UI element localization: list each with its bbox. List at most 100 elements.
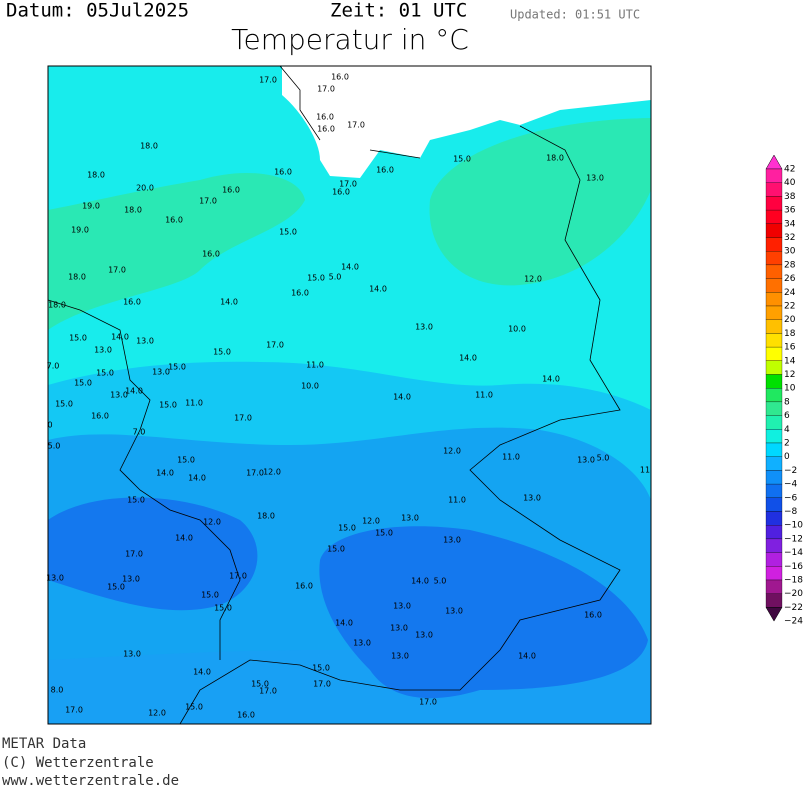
legend-swatch xyxy=(765,209,783,224)
station-value: 11.0 xyxy=(475,391,493,400)
legend-label: 8 xyxy=(784,397,790,407)
station-value: 16.0 xyxy=(291,289,309,298)
station-value: 20.0 xyxy=(136,184,154,193)
station-value: 12.0 xyxy=(203,518,221,527)
station-value: 0 xyxy=(47,421,52,430)
legend-label: 36 xyxy=(784,206,796,216)
legend-label: 26 xyxy=(784,274,796,284)
station-value: 13.0 xyxy=(415,323,433,332)
legend-swatch xyxy=(765,251,783,266)
station-value: 14.0 xyxy=(518,652,536,661)
station-value: 16.0 xyxy=(332,188,350,197)
station-value: 14.0 xyxy=(542,375,560,384)
station-value: 15.0 xyxy=(338,524,356,533)
station-value: 5.0 xyxy=(48,442,61,451)
station-value: 16.0 xyxy=(237,711,255,720)
station-value: 13.0 xyxy=(390,624,408,633)
station-value: 15.0 xyxy=(69,334,87,343)
legend-swatch xyxy=(765,429,783,444)
legend-label: −4 xyxy=(784,480,798,490)
legend-label: −18 xyxy=(784,576,803,586)
station-value: 15.0 xyxy=(201,591,219,600)
station-value: 7.0 xyxy=(133,428,146,437)
footer-line: www.wetterzentrale.de xyxy=(2,773,179,787)
legend-label: −16 xyxy=(784,562,803,572)
legend-swatch xyxy=(765,305,783,320)
legend-label: 30 xyxy=(784,247,796,257)
station-value: 16.0 xyxy=(123,298,141,307)
legend-label: 10 xyxy=(784,384,796,394)
legend-label: −24 xyxy=(784,617,803,627)
station-value: 14.0 xyxy=(188,474,206,483)
station-value: 10.0 xyxy=(301,382,319,391)
map xyxy=(48,66,651,724)
station-value: 13.0 xyxy=(152,368,170,377)
legend-label: −6 xyxy=(784,493,798,503)
station-value: 17.0 xyxy=(259,76,277,85)
station-value: 15.0 xyxy=(177,456,195,465)
station-value: 17.0 xyxy=(419,698,437,707)
station-value: 17.0 xyxy=(317,85,335,94)
station-value: 14.0 xyxy=(335,619,353,628)
station-value: 11.0 xyxy=(306,361,324,370)
legend-label: 0 xyxy=(784,452,790,462)
legend-label: 24 xyxy=(784,288,796,298)
station-value: 13.0 xyxy=(586,174,604,183)
station-value: 15.0 xyxy=(251,680,269,689)
station-value: 18.0 xyxy=(140,142,158,151)
station-value: 18.0 xyxy=(87,171,105,180)
station-value: 13.0 xyxy=(401,514,419,523)
time: Zeit: 01 UTC xyxy=(330,0,467,22)
station-value: 14.0 xyxy=(175,534,193,543)
legend-swatch xyxy=(765,264,783,279)
station-value: 12.0 xyxy=(263,468,281,477)
legend-swatch xyxy=(765,401,783,416)
station-value: 13.0 xyxy=(443,536,461,545)
station-value: 14.0 xyxy=(459,354,477,363)
station-value: 12.0 xyxy=(443,447,461,456)
station-value: 13.0 xyxy=(393,602,411,611)
station-value: 15.0 xyxy=(279,228,297,237)
station-value: 17.0 xyxy=(339,180,357,189)
station-value: 17.0 xyxy=(125,550,143,559)
station-value: 14.0 xyxy=(193,668,211,677)
station-value: 16.0 xyxy=(316,113,334,122)
legend-swatch xyxy=(765,525,783,540)
legend-cap xyxy=(765,154,783,170)
station-value: 13.0 xyxy=(136,337,154,346)
legend-swatch xyxy=(765,292,783,307)
legend-swatch xyxy=(765,552,783,567)
legend-label: −10 xyxy=(784,521,803,531)
station-value: 5.0 xyxy=(329,273,342,282)
legend-swatch xyxy=(765,346,783,361)
legend-label: 38 xyxy=(784,192,796,202)
legend-label: 22 xyxy=(784,302,795,312)
legend-swatch xyxy=(765,182,783,197)
legend-label: 34 xyxy=(784,219,796,229)
station-value: 5.0 xyxy=(597,454,610,463)
footer-line: METAR Data xyxy=(2,736,86,752)
legend-swatch xyxy=(765,415,783,430)
station-value: 16.0 xyxy=(91,412,109,421)
station-value: 17.0 xyxy=(234,414,252,423)
station-value: 18.0 xyxy=(546,154,564,163)
legend-swatch xyxy=(765,196,783,211)
legend-label: 20 xyxy=(784,315,796,325)
station-value: 5.0 xyxy=(434,577,447,586)
station-value: 16.0 xyxy=(202,250,220,259)
legend-label: 18 xyxy=(784,329,796,339)
legend-label: 2 xyxy=(784,439,790,449)
station-value: 10.0 xyxy=(508,325,526,334)
station-value: 15.0 xyxy=(213,348,231,357)
station-value: 14.0 xyxy=(156,469,174,478)
legend-swatch xyxy=(765,319,783,334)
legend-swatch xyxy=(765,470,783,485)
station-value: 12.0 xyxy=(148,709,166,718)
station-value: 13.0 xyxy=(94,346,112,355)
station-value: 15.0 xyxy=(327,545,345,554)
legend-swatch xyxy=(765,579,783,594)
station-value: 18.0 xyxy=(48,301,66,310)
legend-swatch xyxy=(765,237,783,252)
legend-swatch xyxy=(765,483,783,498)
station-value: 16.0 xyxy=(165,216,183,225)
